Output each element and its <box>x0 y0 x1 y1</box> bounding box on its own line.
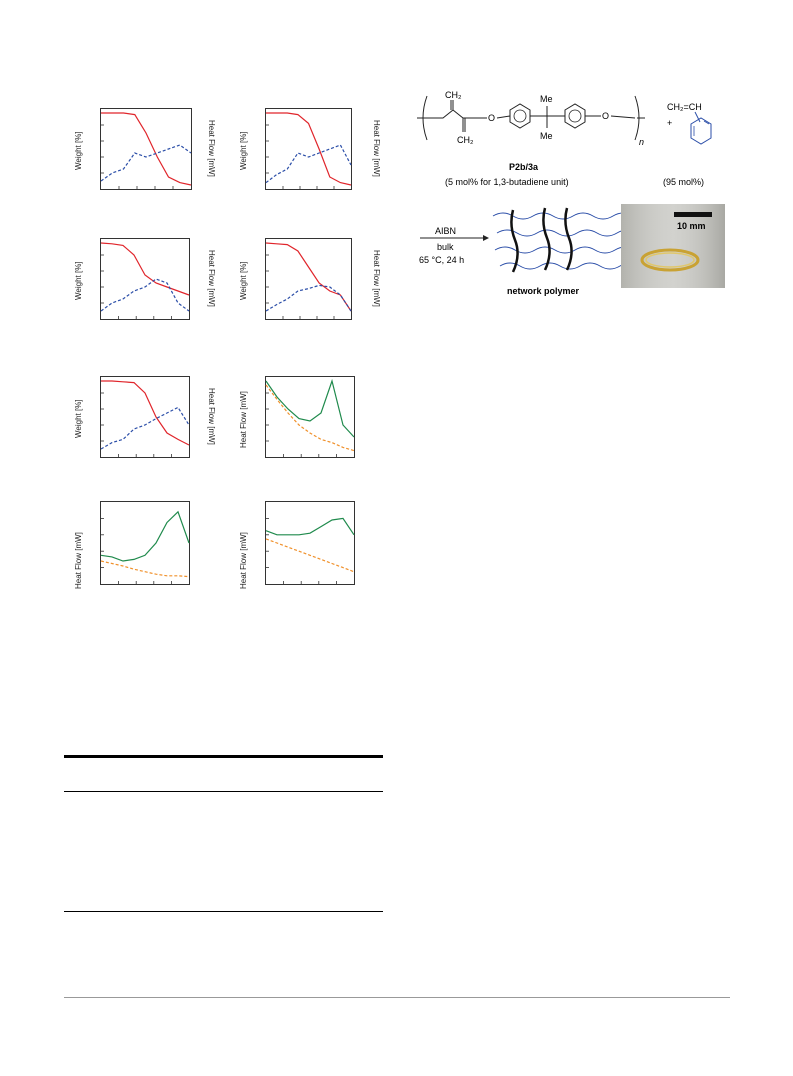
red-series-line <box>101 380 190 446</box>
red-series-line <box>101 112 192 186</box>
blue-series-line <box>100 144 192 182</box>
styrene-ratio-text: (95 mol%) <box>663 177 704 187</box>
weight-axis-label: Weight [%] <box>74 261 83 300</box>
heat-flow-axis-label: Heat Flow [mW] <box>239 532 248 589</box>
reagent-text: AIBN <box>435 226 456 236</box>
tga-dsc-chart-4 <box>265 242 352 319</box>
green-series-line <box>265 517 355 536</box>
weight-axis-label: Weight [%] <box>239 131 248 170</box>
tga-dsc-panel-4: Weight [%] Heat Flow [mW] <box>235 230 385 335</box>
phenylene-ring-1 <box>509 103 531 129</box>
ch2-bottom-text: CH₂ <box>457 135 474 145</box>
orange-series-line <box>265 538 355 573</box>
green-series-line <box>100 510 190 562</box>
tga-dsc-panel-2: Weight [%] Heat Flow [mW] <box>235 100 385 205</box>
tga-dsc-chart-2 <box>265 112 352 189</box>
blue-series-line <box>265 144 352 184</box>
blue-series-line <box>100 406 190 450</box>
polymerization-scheme: CH₂ CH₂ O Me Me O n + CH₂=CH P2b/3a (5 m… <box>417 90 725 296</box>
orange-series-line <box>265 384 355 452</box>
table-top-rule <box>64 755 383 758</box>
scale-bar-label: 10 mm <box>677 221 706 231</box>
methyl-top-text: Me <box>540 94 553 104</box>
styrene-ring <box>690 117 712 145</box>
tga-dsc-chart-5 <box>100 380 190 457</box>
red-series-line <box>266 112 352 186</box>
dsc-chart-3 <box>265 517 355 584</box>
conditions-text: 65 °C, 24 h <box>419 255 464 265</box>
vial-photo: 10 mm <box>621 204 725 288</box>
blue-series-line <box>100 278 190 312</box>
tga-dsc-panel-5: Weight [%] Heat Flow [mW] <box>70 368 220 473</box>
dsc-panel-3: Heat Flow [mW] <box>235 493 385 598</box>
heat-flow-axis-label: Heat Flow [mW] <box>207 120 216 177</box>
blue-series-line <box>265 284 352 312</box>
red-series-line <box>265 242 352 312</box>
phenylene-ring-2 <box>564 103 586 129</box>
heat-flow-axis-label: Heat Flow [mW] <box>372 250 381 307</box>
network-polymer-label: network polymer <box>507 286 580 296</box>
tga-dsc-panel-1: Weight [%] Heat Flow [mW] <box>70 100 220 205</box>
dsc-chart-1 <box>265 378 355 457</box>
page-footer-rule <box>64 997 730 998</box>
dsc-chart-2 <box>100 510 190 584</box>
heat-flow-axis-label: Heat Flow [mW] <box>74 532 83 589</box>
plus-sign: + <box>667 118 672 128</box>
tga-dsc-panel-3: Weight [%] Heat Flow [mW] <box>70 230 220 335</box>
orange-series-line <box>100 560 190 578</box>
oxygen-right-text: O <box>602 111 609 121</box>
green-series-line <box>265 378 355 438</box>
table-bottom-rule <box>64 911 383 912</box>
dsc-panel-2: Heat Flow [mW] <box>70 493 220 598</box>
dsc-panel-1: Heat Flow [mW] <box>235 368 385 473</box>
methyl-bottom-text: Me <box>540 131 553 141</box>
tga-dsc-chart-1 <box>100 112 192 189</box>
heat-flow-axis-label: Heat Flow [mW] <box>207 388 216 445</box>
heat-flow-axis-label: Heat Flow [mW] <box>207 250 216 307</box>
table-header-rule <box>64 791 383 792</box>
heat-flow-axis-label: Heat Flow [mW] <box>372 120 381 177</box>
weight-axis-label: Weight [%] <box>74 399 83 438</box>
heat-flow-axis-label: Heat Flow [mW] <box>239 391 248 448</box>
styrene-label: CH₂=CH <box>667 102 702 112</box>
tga-dsc-chart-3 <box>100 242 190 319</box>
subscript-n: n <box>639 137 644 147</box>
weight-axis-label: Weight [%] <box>74 131 83 170</box>
polymer-label: P2b/3a <box>509 162 539 172</box>
weight-axis-label: Weight [%] <box>239 261 248 300</box>
red-series-line <box>100 242 190 296</box>
solvent-text: bulk <box>437 242 454 252</box>
ch2-top-text: CH₂ <box>445 90 462 100</box>
oxygen-left-text: O <box>488 113 495 123</box>
polymer-ratio-text: (5 mol% for 1,3-butadiene unit) <box>445 177 569 187</box>
